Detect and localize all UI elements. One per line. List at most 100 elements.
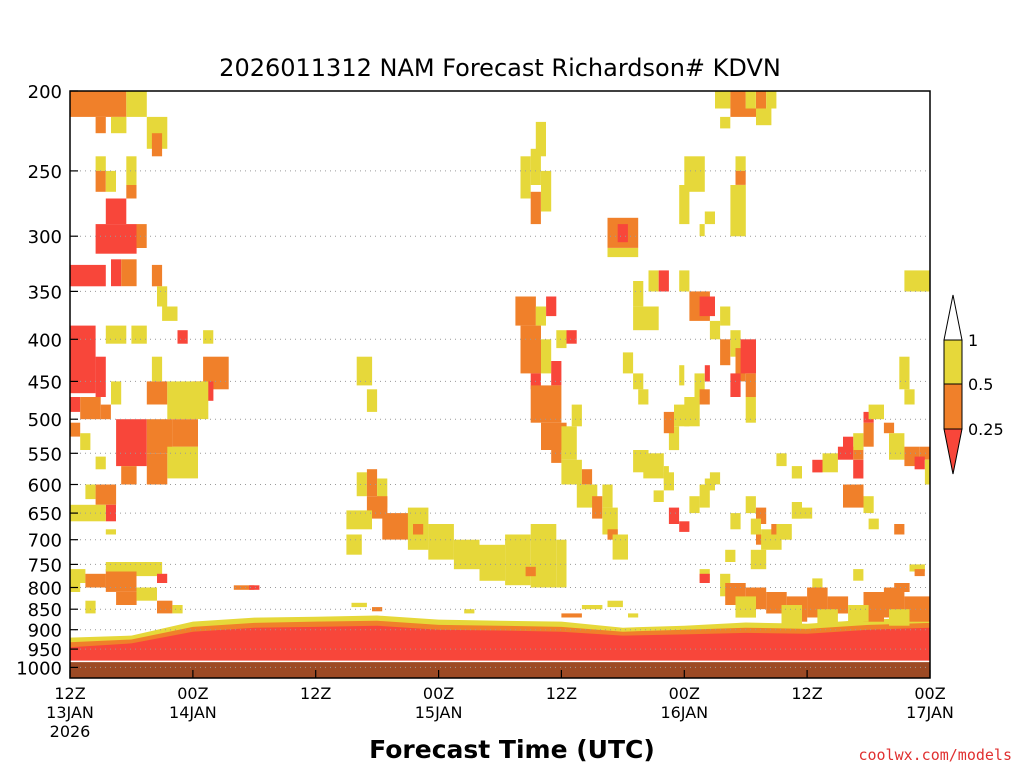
ri-cell: [95, 456, 106, 470]
ri-cell: [709, 320, 721, 340]
ri-cell: [95, 116, 106, 134]
ri-cell: [648, 270, 659, 292]
ri-cell: [643, 453, 664, 479]
ri-cell: [730, 108, 756, 117]
ri-cell: [581, 605, 603, 610]
x-tick-label: 16JAN: [660, 703, 708, 722]
ri-cell: [730, 373, 741, 397]
ri-cell: [745, 397, 756, 423]
ri-cell: [684, 397, 700, 427]
ri-cell: [535, 306, 546, 326]
y-tick-label: 250: [28, 162, 62, 183]
ri-cell: [914, 456, 925, 470]
ri-cell: [249, 585, 260, 590]
ri-cell: [105, 198, 127, 225]
x-tick-label: 17JAN: [906, 703, 954, 722]
ri-cell: [904, 270, 930, 292]
ri-cell: [853, 569, 864, 581]
ri-cell: [157, 286, 168, 307]
ri-cell: [909, 564, 925, 572]
ri-cell: [126, 156, 137, 185]
ri-cell: [725, 549, 736, 562]
cells-layer: [70, 91, 930, 678]
y-tick-label: 750: [28, 555, 62, 576]
ri-cell: [709, 472, 721, 485]
ri-cell: [617, 224, 628, 243]
ri-cell: [791, 502, 802, 519]
ri-cell: [121, 259, 137, 287]
ri-cell: [233, 585, 255, 590]
ri-cell: [541, 170, 552, 212]
ri-cell: [530, 524, 557, 588]
ri-cell: [638, 389, 649, 405]
ri-cell: [95, 156, 106, 171]
ground-band: [70, 661, 930, 678]
y-tick-label: 1000: [16, 658, 62, 679]
ri-cell: [658, 270, 669, 292]
ri-cell: [853, 446, 864, 460]
x-tick-label: 12Z: [300, 684, 331, 703]
ri-cell: [720, 573, 731, 597]
watermark: coolwx.com/models: [858, 746, 1012, 764]
x-tick-label: 12Z: [546, 684, 577, 703]
ri-cell: [346, 534, 362, 555]
y-tick-label: 450: [28, 372, 62, 393]
y-tick-label: 600: [28, 476, 62, 497]
ri-cell: [525, 566, 536, 577]
colorbar-yellow: [943, 339, 963, 385]
ri-cell: [85, 484, 96, 500]
y-axis: 200 250 300 350 400 450 500 550 600 650 700 750 8008…: [16, 82, 78, 679]
ri-cell: [843, 436, 854, 451]
ri-cell: [121, 466, 137, 485]
ri-cell: [95, 484, 117, 505]
ri-cell: [756, 91, 767, 109]
ri-cell: [663, 472, 674, 491]
ri-cell: [684, 156, 705, 192]
ri-cell: [607, 248, 639, 258]
ri-cell: [520, 325, 541, 374]
ri-cell: [730, 91, 746, 109]
ri-cell: [735, 156, 746, 171]
ri-cell: [735, 170, 746, 185]
ri-cell: [704, 478, 715, 491]
ri-cell: [70, 504, 106, 522]
ri-cell: [151, 356, 163, 382]
ri-cell: [100, 404, 111, 420]
ri-cell: [85, 600, 96, 614]
y-tick-label: 300: [28, 227, 62, 248]
ri-cell: [366, 389, 378, 412]
ri-cell: [802, 507, 813, 519]
ri-cell: [848, 605, 869, 622]
ri-cell: [136, 562, 163, 577]
ri-cell: [822, 453, 838, 473]
ri-cell: [679, 521, 690, 532]
ri-cell: [346, 510, 372, 530]
y-tick-label: 900: [28, 621, 62, 642]
x-tick-label: 12Z: [54, 684, 85, 703]
ri-cell: [172, 605, 183, 614]
ri-cell: [720, 339, 731, 366]
ri-cell: [356, 356, 373, 386]
x-tick-label: 00Z: [177, 684, 208, 703]
x-tick-label: 00Z: [669, 684, 700, 703]
ri-cell: [812, 459, 823, 473]
ri-cell: [136, 587, 157, 601]
ri-cell: [167, 381, 209, 420]
ri-cell: [126, 91, 147, 117]
ri-cell: [679, 365, 685, 386]
ri-cell: [70, 569, 86, 583]
ri-cell: [157, 573, 168, 583]
colorbar-label: 0.25: [968, 420, 1004, 439]
ri-cell: [111, 259, 122, 287]
ri-cell: [745, 91, 756, 109]
plot-frame: [69, 90, 931, 679]
ri-cell: [203, 330, 214, 344]
ri-cell: [602, 507, 618, 535]
ri-cell: [146, 381, 168, 405]
ri-cell: [899, 356, 910, 390]
ri-cell: [919, 446, 930, 460]
ri-cell: [889, 433, 905, 460]
ri-cell: [551, 450, 562, 463]
ri-cell: [699, 389, 710, 405]
